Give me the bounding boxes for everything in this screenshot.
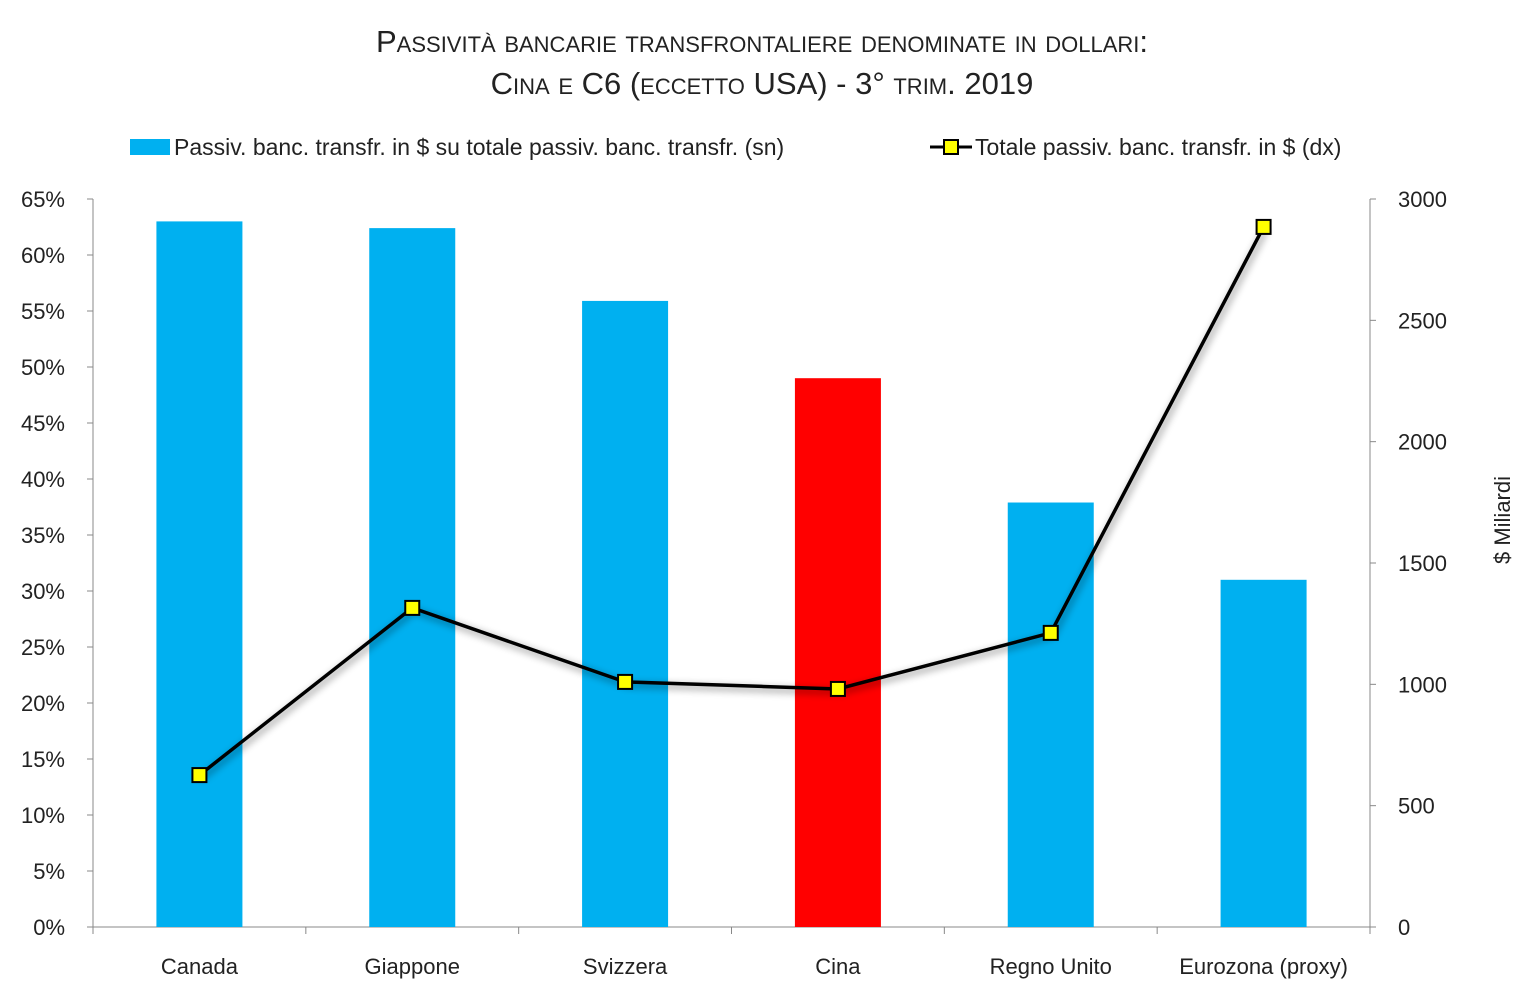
right-tick-label: 500 (1398, 794, 1435, 819)
line-marker-cina (829, 680, 846, 697)
left-tick-label: 45% (21, 411, 65, 436)
right-tick-label: 2000 (1398, 430, 1447, 455)
bar-canada (156, 221, 243, 927)
left-tick-label: 60% (21, 243, 65, 268)
x-tick-label: Svizzera (583, 954, 668, 979)
legend-line-label: Totale passiv. banc. transfr. in $ (dx) (975, 134, 1341, 160)
x-tick-label: Regno Unito (990, 954, 1112, 979)
left-tick-label: 25% (21, 635, 65, 660)
bar-cina (794, 378, 881, 927)
x-tick-label: Eurozona (proxy) (1179, 954, 1348, 979)
legend: Passiv. banc. transfr. in $ su totale pa… (130, 134, 1341, 160)
left-tick-label: 55% (21, 299, 65, 324)
bar-regno-unito (1007, 502, 1094, 927)
line-marker-regno-unito (1042, 624, 1059, 641)
right-tick-label: 3000 (1398, 187, 1447, 212)
right-tick-label: 1500 (1398, 551, 1447, 576)
left-tick-label: 35% (21, 523, 65, 548)
x-tick-label: Giappone (365, 954, 460, 979)
left-tick-label: 10% (21, 803, 65, 828)
left-tick-label: 0% (33, 915, 65, 940)
right-axis-label: $ Miliardi (1490, 476, 1515, 564)
legend-bar-label: Passiv. banc. transfr. in $ su totale pa… (174, 134, 784, 160)
bar-giappone (369, 228, 456, 927)
line-marker-canada (191, 767, 208, 784)
left-tick-label: 30% (21, 579, 65, 604)
left-tick-label: 65% (21, 187, 65, 212)
left-tick-label: 50% (21, 355, 65, 380)
left-tick-label: 20% (21, 691, 65, 716)
bar-eurozona-proxy- (1220, 579, 1307, 927)
left-tick-label: 40% (21, 467, 65, 492)
chart-title-line1: Passività bancarie transfrontaliere deno… (376, 24, 1148, 59)
right-tick-label: 1000 (1398, 672, 1447, 697)
line-marker-eurozona-proxy- (1255, 218, 1272, 235)
legend-line-marker (943, 139, 959, 155)
line-series (198, 226, 1266, 777)
x-tick-label: Cina (815, 954, 861, 979)
line-marker-giappone (404, 599, 421, 616)
left-tick-label: 5% (33, 859, 65, 884)
line-marker-svizzera (617, 673, 634, 690)
right-tick-label: 0 (1398, 915, 1410, 940)
bar-svizzera (582, 300, 669, 927)
legend-bar-swatch (130, 139, 170, 155)
chart-title-line2: Cina e C6 (eccetto USA) - 3° trim. 2019 (490, 66, 1034, 101)
x-tick-label: Canada (161, 954, 239, 979)
right-tick-label: 2500 (1398, 308, 1447, 333)
left-tick-label: 15% (21, 747, 65, 772)
